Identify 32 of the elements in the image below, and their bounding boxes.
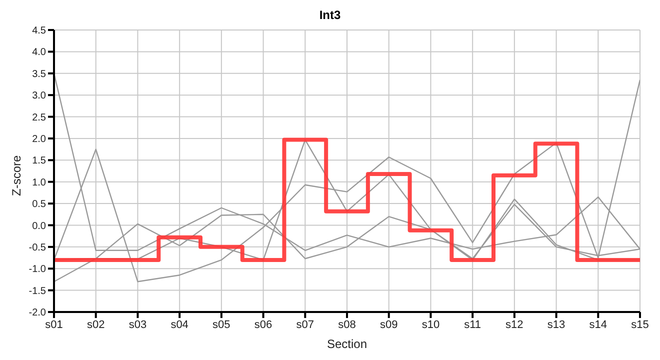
y-tick-label: 1.0 <box>32 177 46 188</box>
y-tick-label: -0.5 <box>28 242 46 254</box>
y-tick-label: -1.0 <box>28 264 46 276</box>
y-tick-label: 3.0 <box>32 90 46 102</box>
x-tick-label: s08 <box>338 318 356 331</box>
y-axis-title: Z-score <box>9 155 24 196</box>
y-tick-label: 0.5 <box>32 199 46 210</box>
y-tick-label: 2.0 <box>32 134 46 146</box>
x-tick-label: s03 <box>128 318 147 331</box>
x-tick-label: s06 <box>254 318 272 331</box>
y-tick-label: 1.5 <box>32 156 46 167</box>
x-axis-title: Section <box>326 337 368 351</box>
y-tick-label: 4.0 <box>32 47 46 58</box>
x-tick-label: s09 <box>380 318 398 331</box>
y-tick-label: -1.5 <box>28 286 46 297</box>
x-tick-label: s07 <box>296 318 314 331</box>
x-tick-label: s01 <box>45 318 63 331</box>
x-tick-label: s15 <box>631 318 649 331</box>
y-tick-label: 2.5 <box>32 112 46 124</box>
y-tick-label: 0.0 <box>32 220 46 232</box>
x-tick-label: s14 <box>589 318 608 331</box>
x-tick-label: s05 <box>212 318 230 331</box>
x-tick-label: s13 <box>547 318 566 331</box>
x-tick-label: s11 <box>464 318 482 331</box>
x-tick-label: s10 <box>422 318 440 331</box>
x-tick-label: s04 <box>170 318 188 331</box>
y-tick-label: 3.5 <box>32 68 46 80</box>
x-tick-label: s02 <box>86 318 105 331</box>
x-tick-label: s12 <box>506 318 524 331</box>
y-tick-label: 4.5 <box>32 26 46 37</box>
y-tick-label: -2.0 <box>28 308 46 319</box>
chart-title: Int3 <box>318 8 342 24</box>
